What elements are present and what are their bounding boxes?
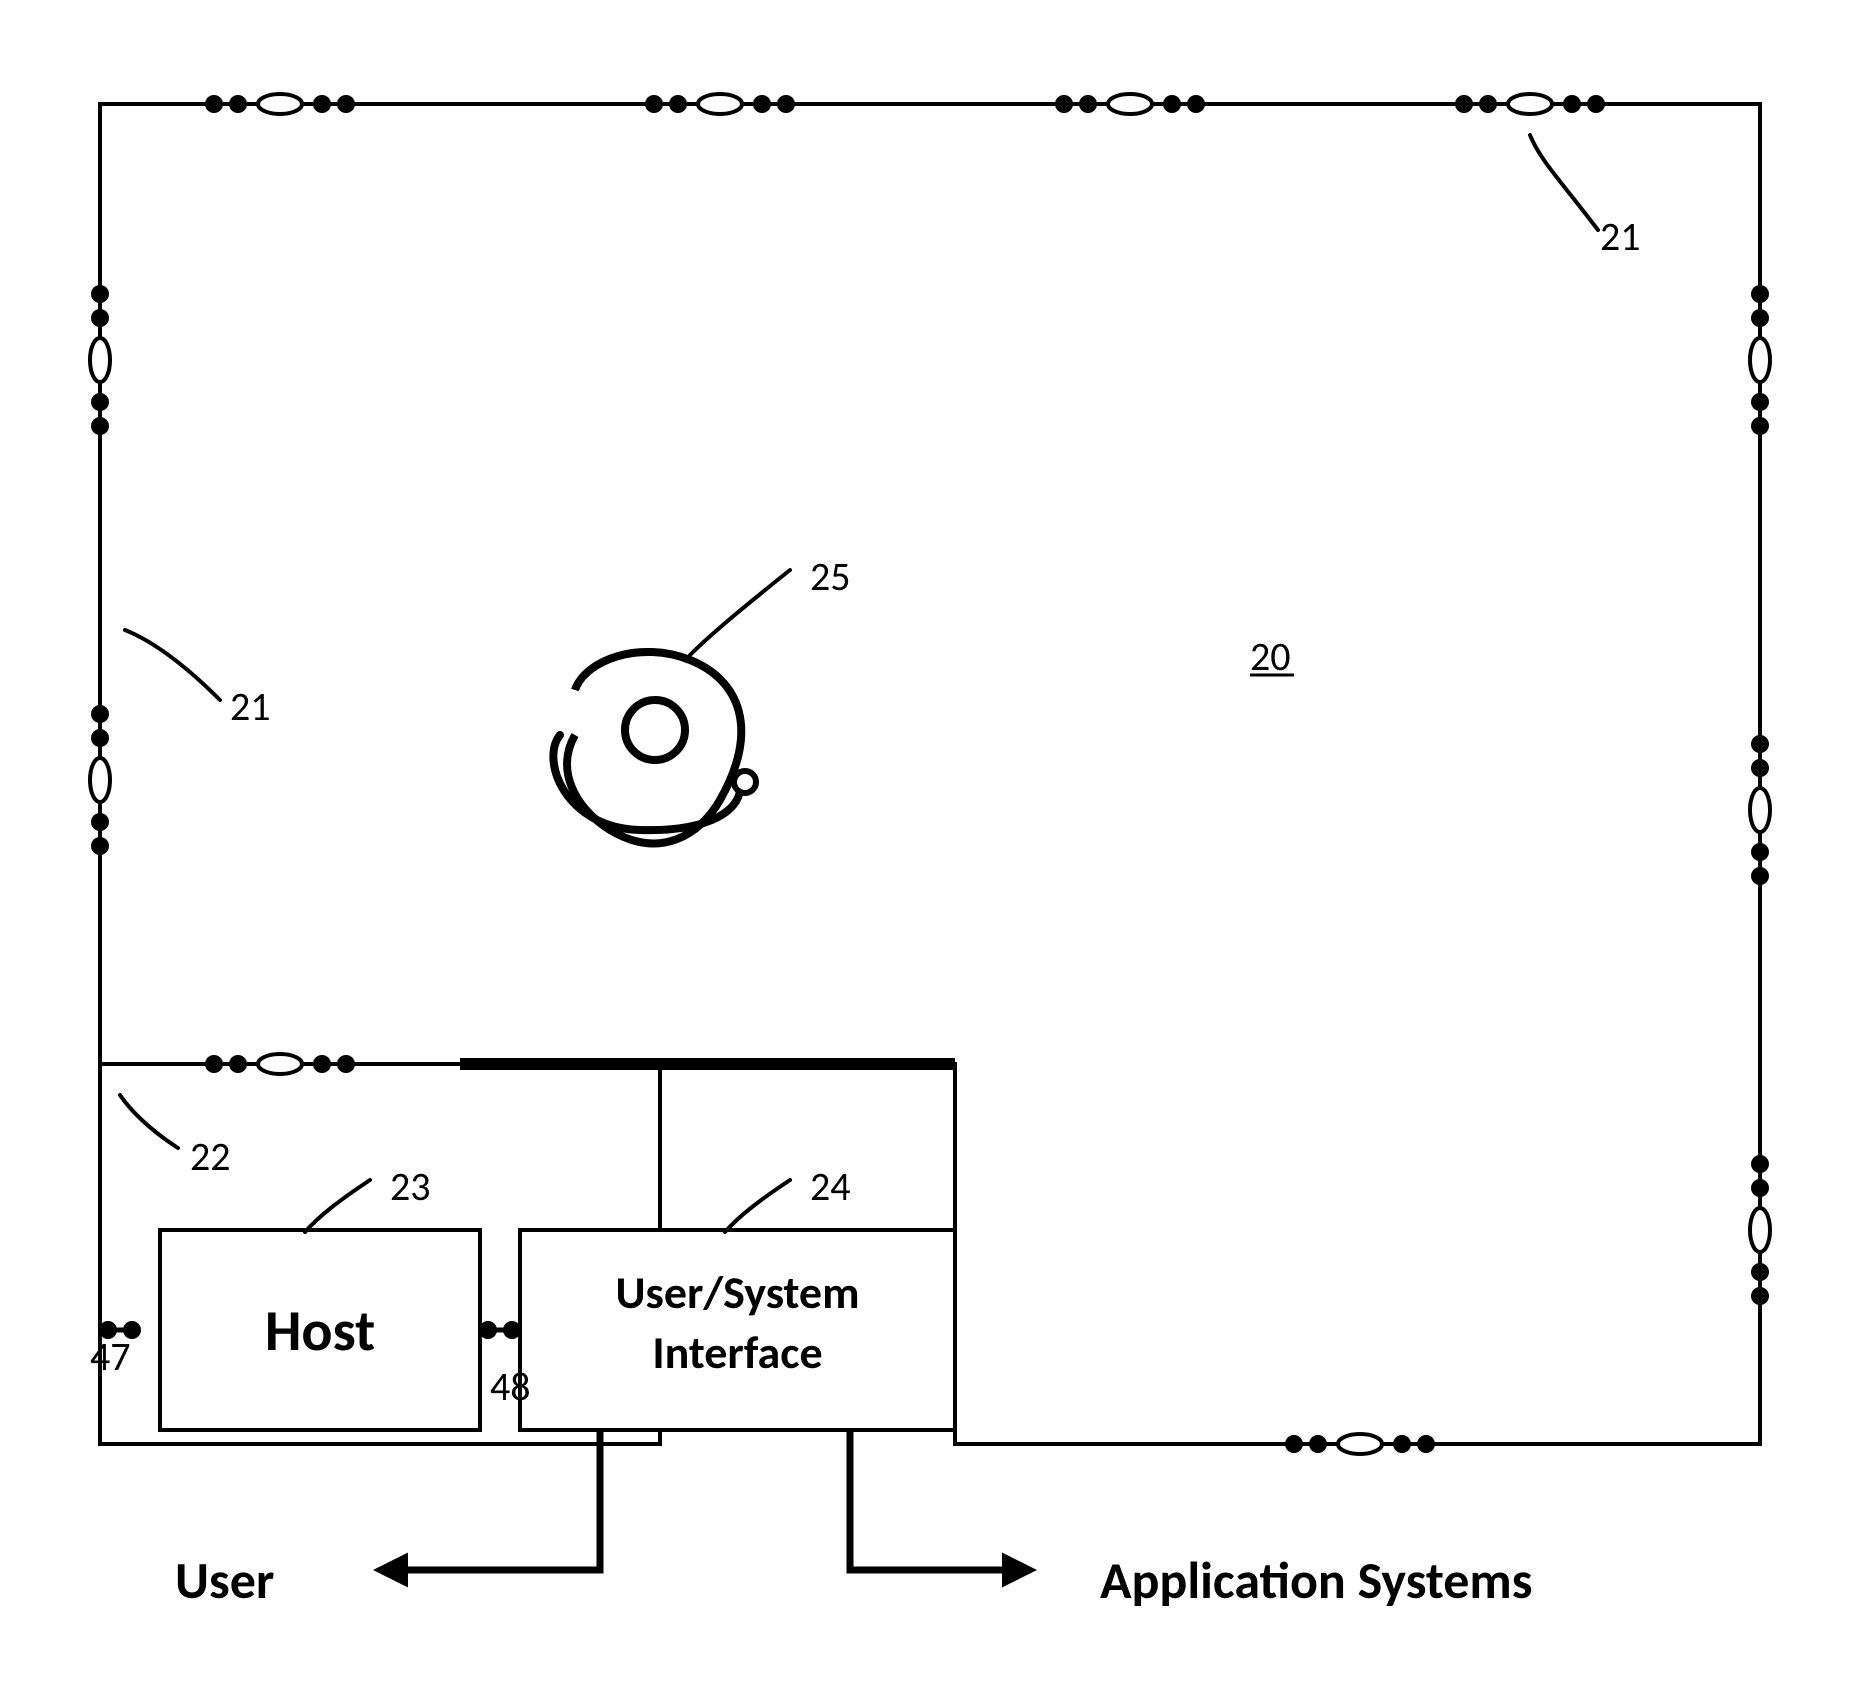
ref-25: 25 <box>810 552 851 601</box>
apps-label: Application Systems <box>1100 1548 1532 1612</box>
ref-47: 47 <box>90 1332 131 1381</box>
ref-21b: 21 <box>230 682 271 731</box>
leader-line <box>125 630 220 700</box>
flow-arrow <box>850 1430 1030 1570</box>
leader-line <box>305 1180 370 1232</box>
bus-terminal <box>479 1321 521 1339</box>
leader-line <box>1530 135 1598 230</box>
ref-21a: 21 <box>1600 212 1641 261</box>
leader-line <box>690 570 790 655</box>
leader-line <box>120 1095 178 1148</box>
ref-24: 24 <box>810 1162 851 1211</box>
ui-label-1: User/System <box>615 1265 859 1321</box>
person-icon <box>553 652 756 843</box>
ui-label-2: Interface <box>652 1325 822 1381</box>
ref-48: 48 <box>490 1362 531 1411</box>
host-label: Host <box>265 1295 375 1366</box>
flow-arrow <box>380 1430 600 1570</box>
ref-23: 23 <box>390 1162 431 1211</box>
user-label: User <box>175 1548 274 1612</box>
leader-line <box>725 1180 790 1232</box>
ref-22: 22 <box>190 1132 231 1181</box>
